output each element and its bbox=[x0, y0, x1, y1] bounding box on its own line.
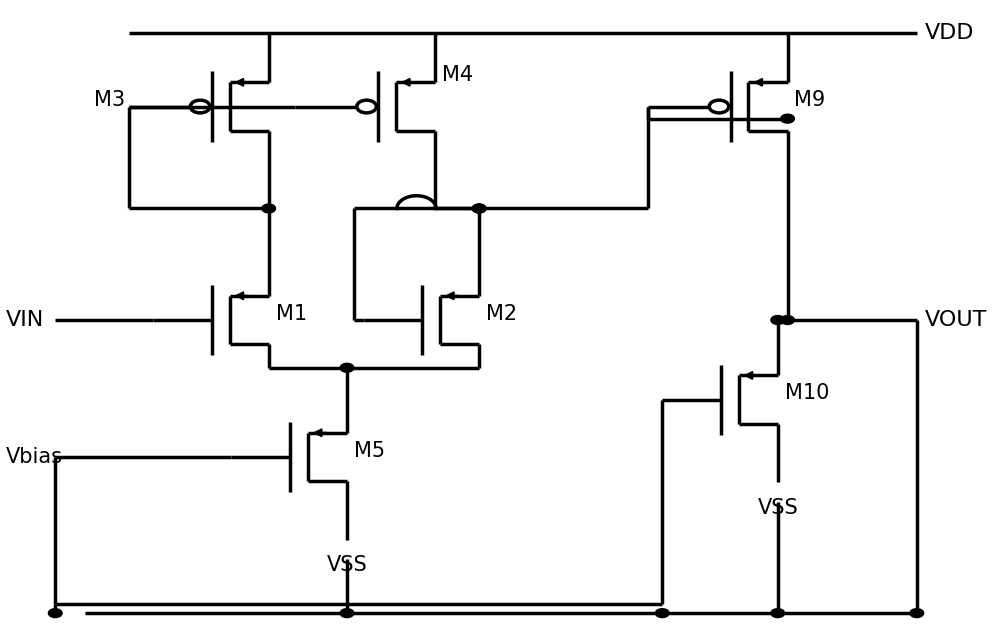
Text: VIN: VIN bbox=[6, 310, 45, 330]
Text: M2: M2 bbox=[486, 303, 517, 324]
Text: M1: M1 bbox=[276, 303, 307, 324]
Circle shape bbox=[340, 609, 354, 618]
Circle shape bbox=[771, 609, 785, 618]
Text: M4: M4 bbox=[442, 65, 473, 84]
Text: M10: M10 bbox=[785, 383, 829, 403]
Text: M9: M9 bbox=[794, 90, 826, 110]
Text: Vbias: Vbias bbox=[6, 447, 63, 467]
Text: M3: M3 bbox=[94, 90, 126, 110]
Circle shape bbox=[472, 204, 486, 213]
Text: VDD: VDD bbox=[925, 23, 974, 44]
Text: M5: M5 bbox=[354, 440, 385, 461]
Circle shape bbox=[771, 316, 785, 324]
Circle shape bbox=[262, 204, 276, 213]
Text: VSS: VSS bbox=[327, 556, 367, 575]
Circle shape bbox=[781, 316, 794, 324]
Text: VOUT: VOUT bbox=[925, 310, 987, 330]
Circle shape bbox=[910, 609, 924, 618]
Circle shape bbox=[472, 204, 486, 213]
Circle shape bbox=[655, 609, 669, 618]
Circle shape bbox=[48, 609, 62, 618]
Circle shape bbox=[340, 364, 354, 372]
Text: VSS: VSS bbox=[757, 498, 798, 518]
Circle shape bbox=[781, 114, 794, 123]
